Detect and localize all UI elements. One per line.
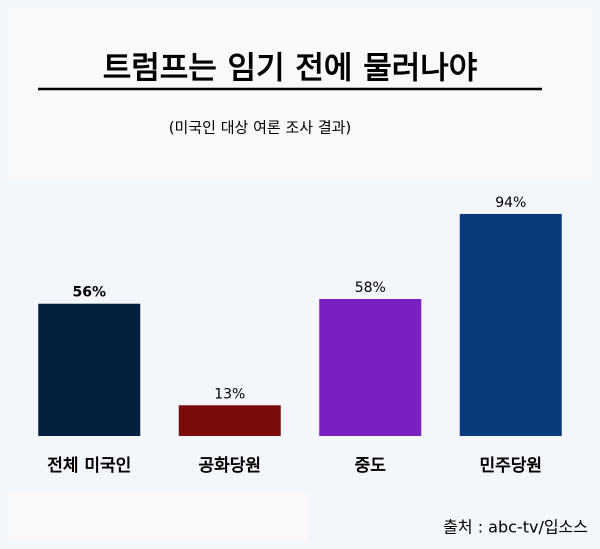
bar [38, 303, 141, 436]
source-panel [8, 492, 308, 542]
value-label: 56% [72, 285, 106, 301]
value-label: 58% [355, 280, 386, 296]
value-label: 13% [214, 386, 245, 402]
x-tick-label: 전체 미국인 [47, 456, 131, 476]
chart-title: 트럼프는 임기 전에 물러나야 [103, 51, 478, 87]
source: 출처 : abc-tv/입소스 [443, 518, 588, 537]
title-panel [8, 8, 592, 178]
bar [459, 213, 562, 436]
x-tick-label: 중도 [355, 456, 387, 476]
chart-subtitle: (미국인 대상 여론 조사 결과) [169, 119, 352, 137]
bar [178, 405, 281, 436]
x-tick-label: 공화당원 [198, 456, 261, 476]
bar [319, 299, 422, 436]
x-tick-label: 민주당원 [479, 456, 542, 476]
value-label: 94% [495, 195, 526, 211]
